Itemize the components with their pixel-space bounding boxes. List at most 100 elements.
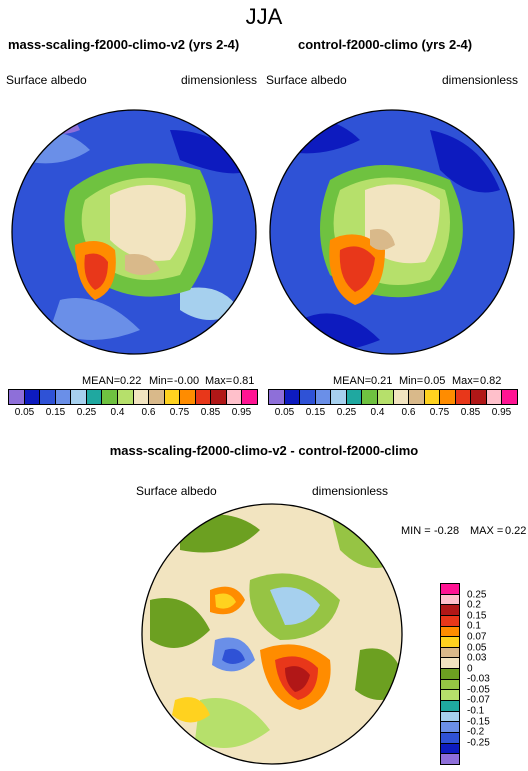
diff-colorbar-tick-label: -0.25 (467, 737, 490, 749)
panel-1-max-value: 0.81 (233, 375, 255, 387)
colorbar-tick-label: 0.15 (45, 407, 66, 418)
diff-colorbar-swatch (441, 637, 459, 648)
panel-2-variable: Surface albedo (266, 73, 347, 87)
diff-colorbar-tick-label: -0.03 (467, 673, 490, 685)
diff-variable: Surface albedo (136, 484, 217, 498)
panel-1-min-value: -0.00 (174, 375, 200, 387)
diff-colorbar-swatch (441, 743, 459, 755)
diff-max-value: 0.22 (505, 525, 527, 537)
panel-2-min-label: Min= (399, 375, 424, 387)
colorbar-swatch (40, 390, 56, 404)
diff-colorbar-tick-label: 0.05 (467, 642, 487, 654)
diff-units: dimensionless (312, 484, 389, 498)
diff-colorbar-tick-label: -0.15 (467, 716, 490, 728)
diff-colorbar-swatch (441, 594, 459, 606)
colorbar-tick-label: 0.6 (141, 407, 156, 418)
diff-colorbar-tick-label: 0.15 (467, 610, 487, 622)
colorbar-swatch (331, 390, 347, 404)
diff-colorbar (440, 583, 460, 765)
diff-colorbar-tick-label: 0.2 (467, 599, 481, 611)
diff-colorbar-swatch (441, 679, 459, 691)
colorbar-tick-label: 0.4 (370, 407, 385, 418)
diff-colorbar-swatch (441, 615, 459, 627)
colorbar-tick-label: 0.15 (305, 407, 326, 418)
season-title: JJA (245, 4, 283, 29)
colorbar-tick-label: 0.25 (336, 407, 357, 418)
colorbar-swatch (211, 390, 227, 404)
colorbar-swatch (242, 390, 257, 404)
colorbar-swatch (315, 390, 332, 404)
diff-colorbar-tick-label: 0 (467, 663, 473, 675)
panel-2-min-value: 0.05 (424, 375, 446, 387)
diff-colorbar-tick-label: 0.03 (467, 652, 487, 664)
diff-colorbar-tick-label: 0.1 (467, 620, 481, 632)
colorbar-swatch (424, 390, 441, 404)
panel-1-min-label: Min= (149, 375, 174, 387)
colorbar-swatch (86, 390, 103, 404)
diff-colorbar-swatch (441, 605, 459, 616)
colorbar-swatch (471, 390, 487, 404)
panel-2-max-value: 0.82 (480, 375, 502, 387)
panel-1-max-label: Max= (205, 375, 233, 387)
colorbar-swatch (195, 390, 212, 404)
diff-colorbar-swatch (441, 711, 459, 723)
diff-colorbar-swatch (441, 701, 459, 712)
diff-colorbar-swatch (441, 626, 459, 638)
colorbar-swatch (180, 390, 196, 404)
panel-2-title: control-f2000-climo (yrs 2-4) (298, 37, 473, 52)
diff-colorbar-swatch (441, 669, 459, 680)
diff-colorbar-tick-label: 0.25 (467, 589, 487, 601)
colorbar-tick-label: 0.05 (274, 407, 295, 418)
colorbar-tick-label: 0.75 (429, 407, 450, 418)
colorbar-swatch (71, 390, 87, 404)
diff-colorbar-tick-label: 0.07 (467, 631, 487, 643)
diff-colorbar-swatch (441, 690, 459, 702)
colorbar-swatch (133, 390, 150, 404)
diff-colorbar-tick-label: -0.07 (467, 694, 490, 706)
colorbar-tick-label: 0.85 (460, 407, 481, 418)
panel-1-mean-label: MEAN= (82, 375, 121, 387)
panel-1-mean-value: 0.22 (120, 375, 142, 387)
colorbar-swatch (300, 390, 316, 404)
colorbar-swatch (362, 390, 378, 404)
panel-1-units: dimensionless (181, 73, 258, 87)
panel-2-mean-value: 0.21 (371, 375, 393, 387)
colorbar-swatch (409, 390, 425, 404)
colorbar-swatch (55, 390, 72, 404)
diff-colorbar-swatch (441, 732, 459, 744)
colorbar-swatch (502, 390, 517, 404)
colorbar-swatch (455, 390, 472, 404)
panel-1-variable: Surface albedo (6, 73, 87, 87)
colorbar-swatch (102, 390, 118, 404)
colorbar-swatch (377, 390, 394, 404)
colorbar-swatch (486, 390, 503, 404)
diff-colorbar-swatch (441, 658, 459, 670)
colorbar-swatch (284, 390, 301, 404)
diff-title: mass-scaling-f2000-climo-v2 - control-f2… (109, 443, 419, 458)
panel-2-mean-label: MEAN= (333, 375, 372, 387)
colorbar-swatch (440, 390, 456, 404)
colorbar-tick-label: 0.95 (491, 407, 512, 418)
colorbar-tick-label: 0.85 (200, 407, 221, 418)
diff-min-label: MIN = (401, 525, 431, 537)
colorbar-tick-label: 0.95 (231, 407, 252, 418)
diff-max-label: MAX = (470, 525, 504, 537)
diff-colorbar-swatch (441, 647, 459, 659)
colorbar-swatch (117, 390, 134, 404)
diff-colorbar-swatch (441, 584, 459, 595)
colorbar-swatch (9, 390, 25, 404)
colorbar-tick-label: 0.25 (76, 407, 97, 418)
diff-colorbar-swatch (441, 722, 459, 733)
colorbar-swatch (164, 390, 181, 404)
panel-1-title: mass-scaling-f2000-climo-v2 (yrs 2-4) (8, 37, 240, 52)
colorbar-swatch (149, 390, 165, 404)
diff-min-value: -0.28 (434, 525, 460, 537)
colorbar-tick-label: 0.4 (110, 407, 125, 418)
panel-2-units: dimensionless (442, 73, 519, 87)
diff-colorbar-tick-label: -0.05 (467, 684, 490, 696)
diff-colorbar-tick-label: -0.1 (467, 705, 485, 717)
diff-colorbar-swatch (441, 754, 459, 764)
colorbar-swatch (269, 390, 285, 404)
colorbar-swatch (24, 390, 41, 404)
colorbar-swatch (393, 390, 410, 404)
